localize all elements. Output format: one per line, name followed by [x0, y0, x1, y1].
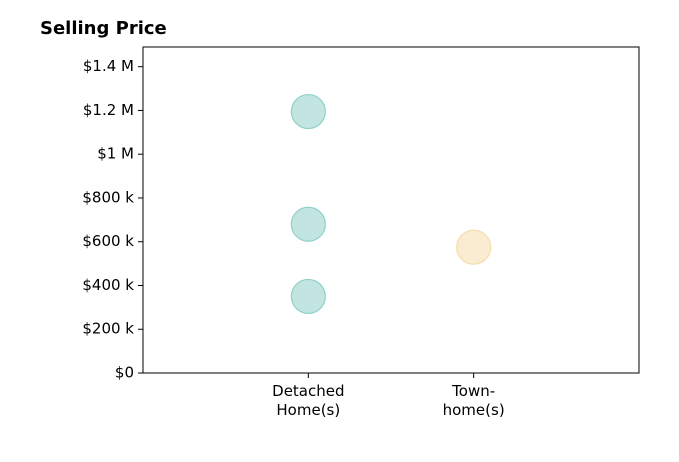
y-tick-label: $1.4 M [83, 57, 134, 75]
y-tick-label: $400 k [82, 276, 134, 294]
chart-title: Selling Price [40, 18, 167, 39]
x-tick-label: Town- home(s) [442, 382, 505, 419]
y-tick-label: $200 k [82, 320, 134, 338]
point [290, 206, 326, 242]
y-tick-label: $1 M [97, 145, 134, 163]
y-tick-label: $800 k [82, 188, 134, 206]
point [290, 278, 326, 315]
point [290, 93, 326, 130]
plot-frame [142, 46, 640, 374]
y-tick-label: $0 [115, 364, 134, 382]
y-tick-label: $1.2 M [83, 101, 134, 119]
point [456, 229, 492, 265]
y-tick-label: $600 k [82, 232, 134, 250]
x-tick-label: Detached Home(s) [272, 382, 345, 419]
